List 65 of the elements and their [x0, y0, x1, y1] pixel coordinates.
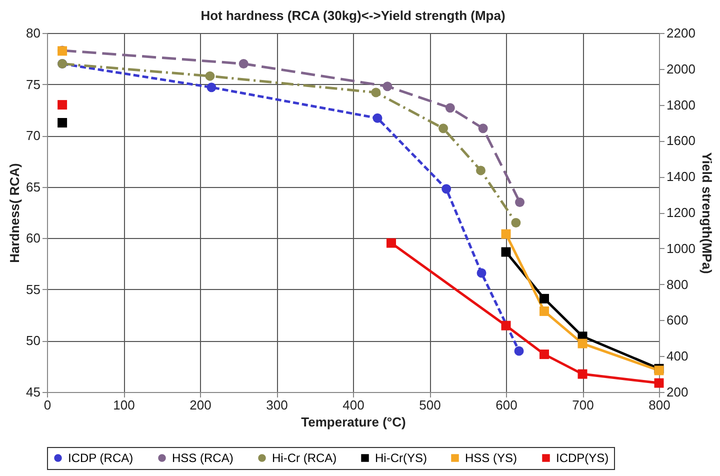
point	[372, 113, 382, 123]
legend-label: HSS (YS)	[465, 451, 518, 465]
point	[58, 100, 68, 110]
point	[540, 306, 549, 316]
y2-tick-label: 1600	[666, 133, 696, 148]
y-axis-title: Hardness( RCA)	[7, 163, 22, 263]
y2-tick-label: 1800	[666, 97, 696, 112]
y-tick-label: 65	[26, 179, 40, 194]
point	[476, 166, 486, 176]
point	[206, 82, 216, 92]
point	[382, 82, 392, 92]
y-tick-label: 80	[26, 26, 40, 40]
point	[205, 71, 215, 81]
point	[386, 238, 396, 248]
y2-tick-label: 2200	[666, 26, 696, 40]
x-tick-label: 600	[496, 398, 518, 412]
chart-title: Hot hardness (RCA (30kg)<->Yield strength (Mpa)	[200, 8, 506, 23]
y-tick-label: 70	[26, 128, 40, 144]
x-tick-label: 200	[190, 398, 212, 412]
point	[540, 294, 549, 304]
x-tick-label: 0	[44, 398, 52, 412]
legend-label: HSS (RCA)	[172, 451, 234, 465]
point	[514, 346, 524, 356]
point	[578, 369, 588, 379]
y-tick-label: 75	[26, 76, 40, 92]
y2-tick-label: 400	[666, 348, 688, 364]
x-tick-label: 300	[266, 398, 288, 412]
point	[438, 124, 448, 134]
point	[501, 247, 511, 257]
point	[371, 88, 381, 98]
point	[58, 118, 68, 128]
point	[515, 198, 525, 207]
point	[442, 184, 452, 194]
point	[540, 350, 549, 360]
point	[478, 124, 488, 134]
y2-tick-label: 200	[666, 384, 688, 400]
point	[501, 229, 511, 239]
y2-tick-label: 1400	[666, 169, 696, 184]
y-tick-label: 55	[26, 282, 40, 297]
point	[501, 320, 511, 330]
x-tick-label: 400	[342, 398, 364, 412]
y2-tick-label: 2000	[666, 61, 696, 76]
y2-tick-label: 1000	[666, 240, 696, 256]
legend-label: Hi-Cr (RCA)	[272, 451, 337, 465]
x-tick-label: 800	[648, 398, 670, 412]
point	[654, 378, 664, 388]
point	[445, 103, 455, 113]
point	[238, 59, 248, 69]
x-tick-label: 700	[572, 398, 594, 412]
y2-tick-label: 600	[666, 312, 688, 328]
x-tick-label: 500	[419, 398, 441, 412]
y-tick-label: 50	[26, 333, 40, 348]
legend-label: Hi-Cr(YS)	[375, 451, 427, 465]
y2-axis-title: Yield strength(MPa)	[699, 152, 714, 274]
legend-label: ICDP(YS)	[556, 451, 609, 465]
point	[476, 268, 486, 278]
y-tick-label: 60	[26, 230, 40, 246]
legend-label: ICDP (RCA)	[68, 451, 134, 465]
y2-tick-label: 1200	[666, 205, 696, 220]
point	[511, 218, 521, 228]
y-tick-label: 45	[26, 384, 40, 400]
y2-tick-label: 800	[666, 276, 688, 292]
x-axis-title: Temperature (°C)	[301, 414, 406, 430]
point	[578, 338, 588, 348]
x-tick-label: 100	[113, 398, 135, 412]
